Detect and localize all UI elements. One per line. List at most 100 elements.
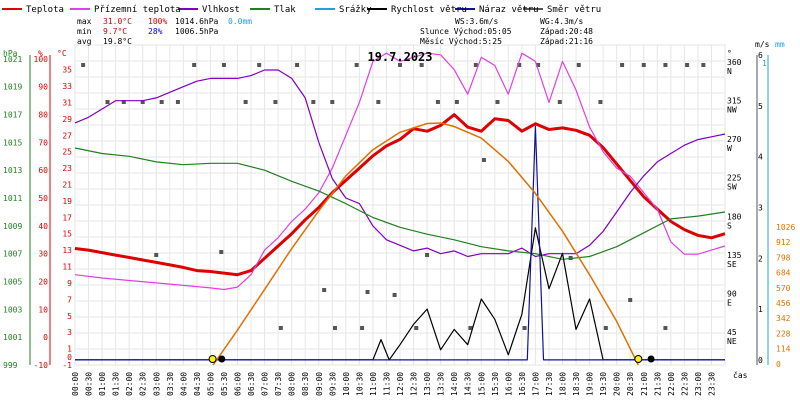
legend-label: Směr větru <box>547 5 601 15</box>
tick-dir-deg: 360 <box>727 58 742 67</box>
wind-dir-mark <box>105 100 110 104</box>
tick-pct: 90 <box>38 83 48 92</box>
stat-sun-set: Západ:20:48 <box>540 27 593 36</box>
tick-solar: 114 <box>776 345 791 354</box>
tick-pct: 70 <box>38 138 48 147</box>
tick-x: 06:00 <box>234 372 243 396</box>
tick-dir-deg: 225 <box>727 174 742 183</box>
tick-x: 03:00 <box>152 372 161 396</box>
tick-pct: 80 <box>38 111 48 120</box>
tick-hpa: 1013 <box>3 166 22 175</box>
legend-label: Náraz větru <box>479 5 539 15</box>
sunset-marker <box>634 355 643 363</box>
tick-wind: 5 <box>758 102 763 111</box>
stat-value: 0.0mm <box>228 17 252 26</box>
tick-solar: 456 <box>776 299 791 308</box>
tick-x: 15:00 <box>477 372 486 396</box>
wind-dir-mark <box>311 100 316 104</box>
tick-x: 19:30 <box>599 372 608 396</box>
tick-x: 17:00 <box>531 372 540 396</box>
tick-x: 21:30 <box>653 372 662 396</box>
x-axis-label: čas <box>733 370 748 380</box>
tick-wind: 4 <box>758 153 763 162</box>
series-solární <box>212 122 639 366</box>
tick-x: 21:00 <box>640 372 649 396</box>
tick-temp: 31 <box>62 98 72 107</box>
tick-dir-deg: 270 <box>727 135 742 144</box>
stat-value: 19.8°C <box>103 37 132 46</box>
wind-dir-mark <box>603 326 608 330</box>
tick-temp: 5 <box>67 312 72 321</box>
tick-x: 14:00 <box>450 372 459 396</box>
tick-dir-deg: 180 <box>727 212 742 221</box>
tick-x: 12:30 <box>410 372 419 396</box>
tick-hpa: 1019 <box>3 83 22 92</box>
tick-dir-name: SW <box>727 183 737 192</box>
tick-hpa: 1009 <box>3 222 22 231</box>
tick-hpa: 1001 <box>3 333 22 342</box>
tick-solar: 342 <box>776 314 791 323</box>
tick-pct: 10 <box>38 305 48 314</box>
tick-x: 01:30 <box>112 372 121 396</box>
legend-label: Přízemní teplota <box>94 5 181 15</box>
tick-hpa: 1005 <box>3 278 22 287</box>
tick-solar: 228 <box>776 329 791 338</box>
tick-temp: 29 <box>62 115 72 124</box>
tick-temp: 19 <box>62 197 72 206</box>
axis-label-dir: ° <box>727 49 732 58</box>
tick-pct: 20 <box>38 278 48 287</box>
tick-x: 23:30 <box>707 372 716 396</box>
wind-dir-mark <box>454 100 459 104</box>
tick-pct: 30 <box>38 250 48 259</box>
tick-x: 17:30 <box>545 372 554 396</box>
tick-dir-deg: 135 <box>727 251 742 260</box>
tick-x: 11:00 <box>369 372 378 396</box>
tick-solar: 912 <box>776 238 791 247</box>
tick-solar: 0 <box>776 360 781 369</box>
tick-temp: 21 <box>62 180 72 189</box>
wind-dir-mark <box>81 63 86 67</box>
wind-dir-mark <box>425 253 430 257</box>
tick-dir-deg: 45 <box>727 328 737 337</box>
tick-temp: 35 <box>62 66 72 75</box>
tick-dir-name: W <box>727 144 732 153</box>
tick-dir-name: NW <box>727 106 737 115</box>
tick-x: 22:00 <box>667 372 676 396</box>
tick-x: 13:00 <box>423 372 432 396</box>
tick-hpa: 1021 <box>3 55 22 64</box>
stat-ws: WS:3.6m/s <box>455 17 499 26</box>
tick-hpa: 1015 <box>3 138 22 147</box>
moonrise-marker <box>218 355 226 363</box>
wind-dir-mark <box>154 253 159 257</box>
tick-wind: 3 <box>758 204 763 213</box>
wind-dir-mark <box>175 100 180 104</box>
wind-dir-mark <box>192 63 197 67</box>
grid <box>74 44 726 366</box>
wind-dir-mark <box>468 326 473 330</box>
legend-label: Tlak <box>274 5 296 15</box>
tick-solar: 570 <box>776 284 791 293</box>
tick-temp: 3 <box>67 328 72 337</box>
tick-x: 20:30 <box>626 372 635 396</box>
tick-dir-name: N <box>727 67 732 76</box>
wind-dir-mark <box>663 63 668 67</box>
wind-dir-mark <box>663 326 668 330</box>
wind-dir-mark <box>557 100 562 104</box>
tick-dir-name: S <box>727 221 732 230</box>
stat-value: 100% <box>148 17 167 26</box>
tick-dir-deg: 315 <box>727 97 742 106</box>
tick-x: 22:30 <box>680 372 689 396</box>
tick-x: 00:30 <box>85 372 94 396</box>
tick-rain: 1 <box>762 59 767 68</box>
tick-hpa: 1003 <box>3 305 22 314</box>
tick-pct: 50 <box>38 194 48 203</box>
wind-dir-mark <box>278 326 283 330</box>
wind-dir-mark <box>333 326 337 330</box>
stat-value: min <box>77 27 92 36</box>
wind-dir-mark <box>295 63 300 67</box>
tick-temp: 9 <box>67 279 72 288</box>
tick-dir-name: SE <box>727 260 737 269</box>
tick-x: 01:00 <box>98 372 107 396</box>
tick-x: 00:00 <box>71 372 80 396</box>
